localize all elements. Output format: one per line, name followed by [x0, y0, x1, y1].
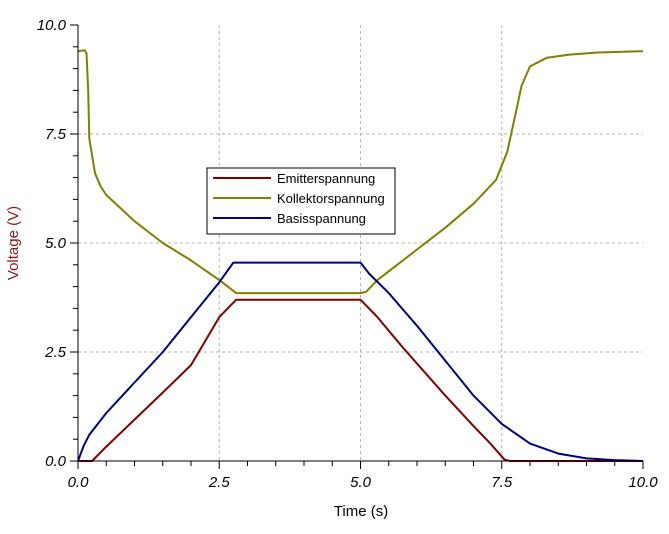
y-tick-label: 0.0 [45, 453, 67, 470]
x-axis-title: Time (s) [334, 503, 388, 520]
y-tick-label: 10.0 [37, 17, 67, 34]
x-tick-label: 2.5 [208, 474, 231, 491]
x-tick-label: 7.5 [491, 474, 513, 491]
legend-label: Basisspannung [277, 211, 366, 226]
y-tick-label: 2.5 [44, 344, 67, 361]
y-axis-title: Voltage (V) [5, 206, 22, 280]
series-lines [77, 49, 644, 462]
x-tick-label: 10.0 [628, 474, 658, 491]
series-line-kollektorspannung [77, 49, 644, 295]
y-tick-label: 7.5 [45, 126, 67, 143]
grid-lines [78, 25, 643, 461]
y-tick-label: 5.0 [45, 235, 67, 252]
legend-label: Kollektorspannung [277, 191, 385, 206]
series-line-emitterspannung [78, 298, 643, 462]
tick-marks [70, 24, 644, 469]
legend: Emitterspannung Kollektorspannung Basisspa… [206, 167, 396, 235]
legend-label: Emitterspannung [277, 171, 375, 186]
x-tick-label: 5.0 [350, 474, 372, 491]
tick-labels: 0.0 2.5 5.0 7.5 10.0 0.0 2.5 5.0 7.5 10.0 [37, 17, 658, 491]
x-tick-label: 0.0 [68, 474, 90, 491]
series-line-basisspannung [77, 261, 644, 462]
